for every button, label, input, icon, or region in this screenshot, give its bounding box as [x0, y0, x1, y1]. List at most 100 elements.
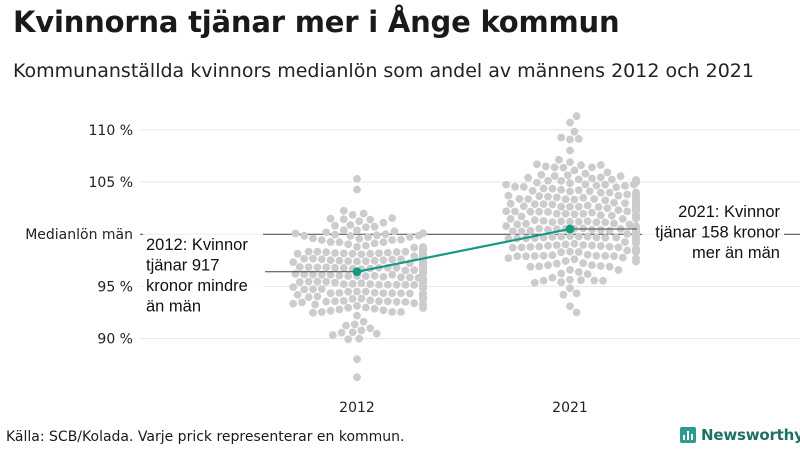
- municipality-dot: [526, 243, 535, 251]
- municipality-dot: [353, 302, 361, 310]
- municipality-dot: [618, 215, 627, 223]
- municipality-dot: [579, 241, 588, 249]
- municipality-dot: [519, 202, 528, 211]
- municipality-dot: [322, 277, 331, 286]
- municipality-dot: [361, 241, 370, 250]
- newsworthy-logo-icon: [680, 427, 696, 443]
- municipality-dot: [372, 231, 381, 240]
- municipality-dot: [605, 188, 614, 197]
- municipality-dot: [588, 225, 596, 234]
- highlight-point: [565, 224, 575, 234]
- municipality-dot: [298, 298, 306, 307]
- municipality-dot: [289, 283, 298, 291]
- municipality-dot: [410, 299, 419, 308]
- municipality-dot: [293, 249, 302, 258]
- municipality-dot: [311, 300, 320, 309]
- municipality-dot: [522, 219, 530, 228]
- municipality-dot: [566, 217, 574, 226]
- chart-title: Kvinnorna tjänar mer i Ånge kommun: [13, 5, 620, 39]
- municipality-dot: [603, 168, 612, 177]
- municipality-dot: [331, 263, 339, 272]
- municipality-dot: [632, 176, 640, 184]
- municipality-dot: [383, 280, 392, 289]
- municipality-dot: [522, 252, 530, 261]
- municipality-dot: [357, 250, 366, 259]
- municipality-dot: [511, 207, 519, 216]
- x-tick-label: 2012: [339, 400, 375, 416]
- municipality-dot: [379, 289, 388, 297]
- municipality-dot: [339, 249, 348, 258]
- municipality-dot: [326, 238, 335, 246]
- municipality-dot: [566, 284, 574, 293]
- municipality-dot: [383, 297, 392, 306]
- y-tick-label: 110 %: [89, 123, 133, 139]
- municipality-dot: [623, 207, 632, 216]
- municipality-dot: [372, 329, 381, 338]
- municipality-dot: [348, 328, 357, 337]
- municipality-dot: [397, 308, 405, 316]
- municipality-dot: [572, 289, 581, 298]
- municipality-dot: [366, 280, 375, 288]
- municipality-dot: [506, 199, 515, 208]
- municipality-dot: [379, 272, 388, 281]
- municipality-dot: [304, 293, 313, 301]
- municipality-dot: [410, 252, 419, 260]
- y-tick-label: 95 %: [97, 279, 133, 295]
- municipality-dot: [550, 172, 559, 180]
- municipality-dot: [544, 225, 552, 234]
- municipality-dot: [289, 299, 298, 308]
- municipality-dot: [579, 209, 588, 218]
- municipality-dot: [401, 266, 410, 275]
- municipality-dot: [304, 247, 313, 256]
- municipality-dot: [517, 227, 526, 236]
- municipality-dot: [517, 212, 526, 221]
- municipality-dot: [557, 232, 566, 241]
- municipality-dot: [596, 173, 605, 182]
- municipality-dot: [383, 248, 392, 257]
- municipality-dot: [526, 262, 535, 271]
- municipality-dot: [504, 254, 513, 262]
- municipality-dot: [544, 241, 552, 250]
- municipality-dot: [610, 252, 618, 260]
- municipality-dot: [370, 256, 379, 265]
- municipality-dot: [322, 228, 331, 237]
- municipality-dot: [361, 303, 370, 312]
- municipality-dot: [348, 295, 357, 303]
- municipality-dot: [594, 203, 603, 211]
- annotation-text-2012: kronor mindre: [146, 277, 248, 295]
- municipality-dot: [410, 243, 419, 252]
- municipality-dot: [572, 112, 581, 121]
- municipality-dot: [317, 308, 326, 316]
- municipality-dot: [366, 296, 375, 305]
- municipality-dot: [419, 304, 427, 312]
- municipality-dot: [331, 221, 339, 230]
- municipality-dot: [601, 252, 610, 260]
- municipality-dot: [339, 297, 348, 305]
- municipality-dot: [357, 326, 366, 335]
- municipality-dot: [295, 263, 304, 271]
- municipality-dot: [570, 166, 579, 175]
- municipality-dot: [574, 186, 583, 195]
- municipality-dot: [603, 204, 612, 213]
- municipality-dot: [419, 243, 427, 251]
- municipality-dot: [375, 280, 383, 289]
- municipality-dot: [405, 289, 414, 298]
- municipality-dot: [379, 238, 388, 247]
- municipality-dot: [353, 287, 361, 296]
- municipality-dot: [623, 190, 632, 199]
- municipality-dot: [588, 163, 596, 172]
- municipality-dot: [559, 290, 568, 299]
- municipality-dot: [348, 249, 357, 258]
- municipality-dot: [601, 180, 610, 189]
- municipality-dot: [535, 192, 544, 201]
- municipality-dot: [552, 209, 561, 218]
- municipality-dot: [572, 308, 581, 317]
- municipality-dot: [574, 135, 583, 143]
- municipality-dot: [344, 335, 353, 344]
- municipality-dot: [632, 248, 640, 256]
- municipality-dot: [566, 302, 574, 311]
- municipality-dot: [361, 223, 370, 232]
- municipality-dot: [574, 232, 583, 241]
- municipality-dot: [585, 187, 594, 196]
- municipality-dot: [344, 257, 353, 265]
